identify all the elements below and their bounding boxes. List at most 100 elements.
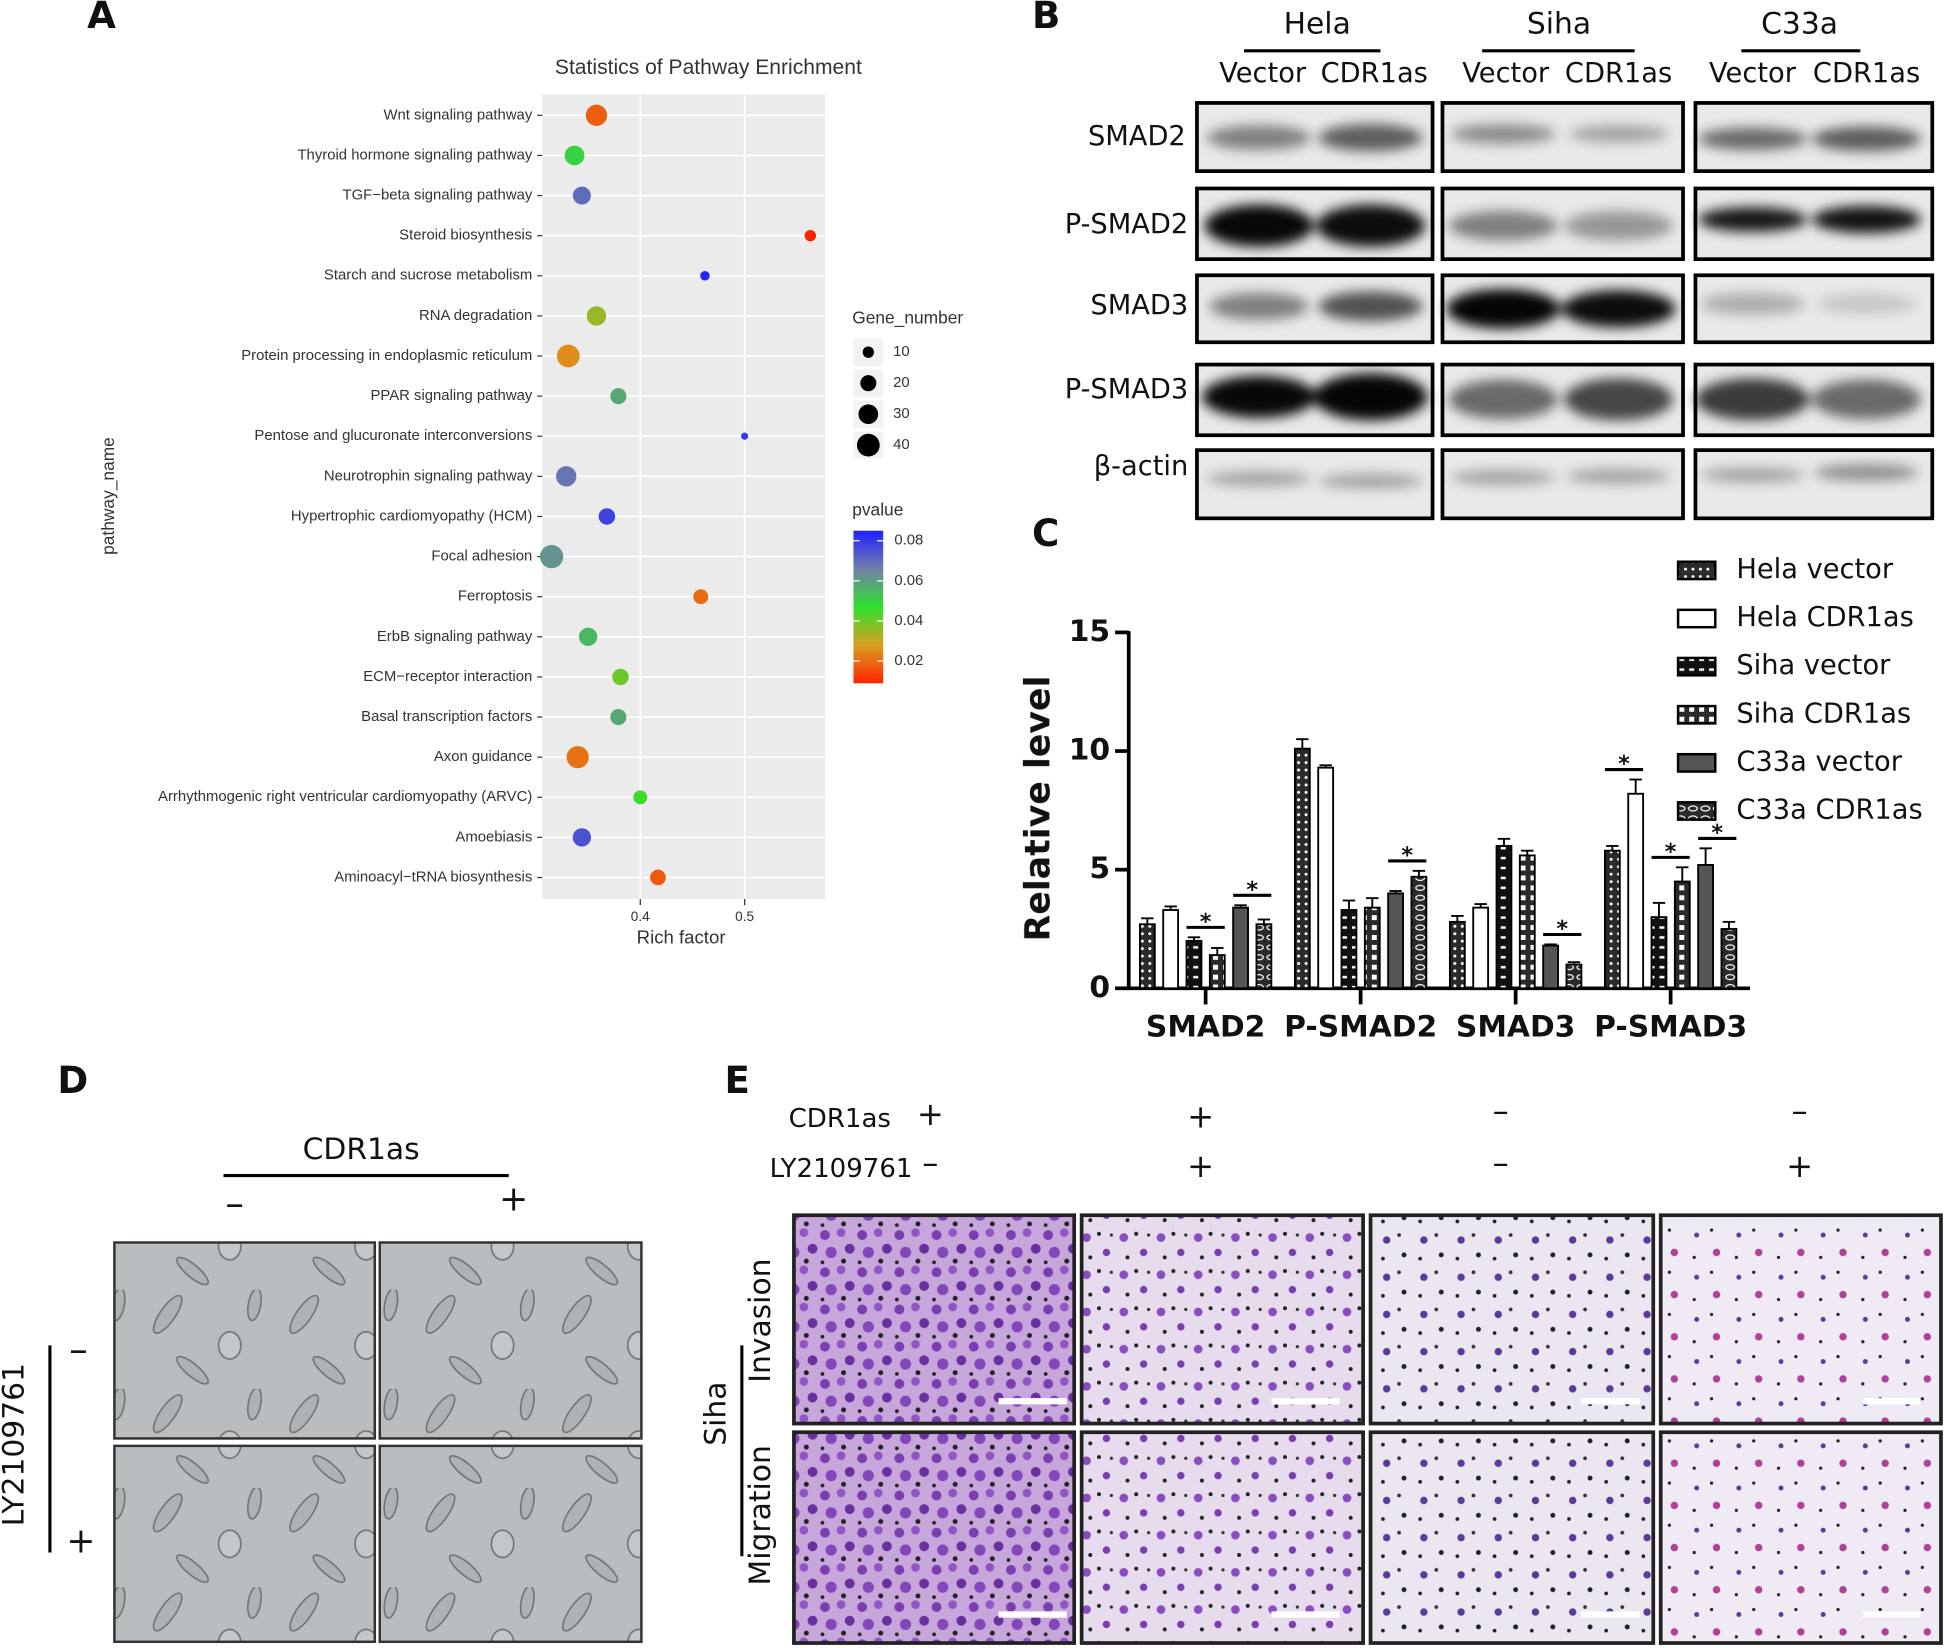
legend-title: pvalue bbox=[852, 499, 903, 519]
dot bbox=[539, 544, 564, 569]
bar bbox=[1232, 906, 1249, 990]
band bbox=[1816, 293, 1917, 314]
legend-dot bbox=[858, 404, 879, 425]
transwell-image bbox=[792, 1213, 1077, 1426]
band bbox=[1814, 463, 1919, 482]
colorbar-label: 0.08 bbox=[894, 533, 923, 549]
bar bbox=[1518, 854, 1536, 990]
x-tick-label: SMAD3 bbox=[1456, 1009, 1575, 1044]
band bbox=[1446, 288, 1561, 329]
y-tick-label: Axon guidance bbox=[434, 749, 532, 765]
x-axis-label: Rich factor bbox=[637, 927, 726, 948]
y-tick-label: Ferroptosis bbox=[458, 589, 532, 605]
row-label: – bbox=[69, 1327, 88, 1371]
blot-box bbox=[1693, 448, 1935, 521]
condition-sign: + bbox=[1786, 1147, 1813, 1185]
lane-label: CDR1as bbox=[1321, 58, 1428, 89]
y-tick-label: ECM−receptor interaction bbox=[363, 669, 532, 685]
condition-sign: + bbox=[917, 1095, 944, 1133]
y-tick-label: Wnt signaling pathway bbox=[383, 107, 532, 123]
panel-a: Statistics of Pathway Enrichment Rich fa… bbox=[98, 56, 963, 948]
y-tick-label: Arrhythmogenic right ventricular cardiom… bbox=[158, 789, 532, 805]
band bbox=[1318, 291, 1423, 322]
band bbox=[1313, 373, 1428, 421]
row-label: Invasion bbox=[743, 1258, 778, 1382]
transwell-image bbox=[1658, 1430, 1943, 1645]
row-label: SMAD3 bbox=[1090, 290, 1188, 321]
band bbox=[1206, 125, 1312, 151]
band bbox=[1201, 375, 1316, 418]
band bbox=[1209, 292, 1309, 320]
bar bbox=[1410, 875, 1428, 990]
bar bbox=[1472, 906, 1490, 990]
legend-title: Gene_number bbox=[852, 307, 963, 327]
plot-background bbox=[542, 94, 825, 900]
y-tick-label: PPAR signaling pathway bbox=[370, 388, 532, 404]
dot bbox=[693, 589, 709, 605]
dot bbox=[741, 432, 749, 440]
y-tick-label: Basal transcription factors bbox=[361, 709, 532, 725]
panel-b: Hela Siha C33a Vector CDR1as Vector CDR1… bbox=[1065, 6, 1935, 521]
legend-label: 10 bbox=[893, 344, 910, 360]
condition-label: CDR1as bbox=[789, 1104, 891, 1134]
transwell-image bbox=[1079, 1430, 1365, 1645]
band bbox=[1451, 469, 1556, 485]
legend-label: 30 bbox=[893, 406, 910, 422]
dot bbox=[598, 508, 616, 525]
y-tick-label: Starch and sucrose metabolism bbox=[324, 268, 532, 284]
bar bbox=[1317, 766, 1335, 990]
band bbox=[1695, 378, 1810, 421]
band bbox=[1812, 379, 1922, 420]
band bbox=[1448, 210, 1558, 241]
dot bbox=[578, 627, 598, 646]
band bbox=[1448, 379, 1558, 420]
band bbox=[1561, 290, 1676, 328]
dot bbox=[564, 145, 585, 166]
band bbox=[1451, 124, 1556, 144]
legend-label: C33a vector bbox=[1736, 746, 1902, 777]
dot bbox=[566, 746, 589, 769]
panel-letter: B bbox=[1032, 0, 1060, 37]
dot bbox=[612, 668, 629, 686]
bar bbox=[1720, 928, 1738, 990]
y-tick-label: TGF−beta signaling pathway bbox=[343, 187, 533, 203]
band bbox=[1700, 292, 1805, 315]
bar bbox=[1255, 923, 1273, 990]
panel-e: CDR1as LY2109761 + + – – – + – + Siha In… bbox=[699, 1091, 1943, 1645]
y-tick-label: Focal adhesion bbox=[431, 549, 532, 565]
panel-letter: C bbox=[1032, 511, 1059, 555]
band bbox=[1812, 205, 1922, 234]
lane-label: Vector bbox=[1709, 58, 1797, 89]
bar bbox=[1565, 963, 1583, 990]
legend-dot bbox=[860, 375, 877, 392]
band bbox=[1697, 127, 1808, 151]
legend-label: 20 bbox=[893, 375, 910, 391]
transwell-image bbox=[1079, 1213, 1365, 1426]
band bbox=[1697, 207, 1808, 232]
dot bbox=[585, 104, 608, 126]
row-label: β-actin bbox=[1094, 451, 1189, 482]
cell-image bbox=[378, 1241, 643, 1440]
colorbar-label: 0.04 bbox=[894, 613, 923, 629]
y-tick-label: 10 bbox=[1069, 733, 1110, 768]
cell-image bbox=[113, 1444, 377, 1644]
legend-label: Hela CDR1as bbox=[1736, 602, 1913, 633]
legend-swatch bbox=[1676, 704, 1717, 725]
legend-label: Hela vector bbox=[1736, 554, 1894, 585]
column-label: + bbox=[499, 1179, 528, 1219]
panel-letter: E bbox=[724, 1058, 749, 1102]
condition-sign: – bbox=[1493, 1091, 1509, 1129]
y-tick-label: Hypertrophic cardiomyopathy (HCM) bbox=[291, 508, 532, 524]
significance-star: * bbox=[1618, 751, 1630, 777]
bar bbox=[1650, 916, 1668, 990]
y-axis-label: Relative level bbox=[1018, 676, 1058, 942]
significance-star: * bbox=[1246, 877, 1258, 903]
y-tick-label: Thyroid hormone signaling pathway bbox=[297, 147, 532, 163]
bar bbox=[1627, 792, 1645, 990]
legend-dot bbox=[856, 433, 880, 457]
bar bbox=[1162, 909, 1180, 990]
transwell-image bbox=[1368, 1213, 1656, 1426]
band bbox=[1700, 467, 1805, 483]
x-tick-label: 0.5 bbox=[735, 909, 754, 924]
